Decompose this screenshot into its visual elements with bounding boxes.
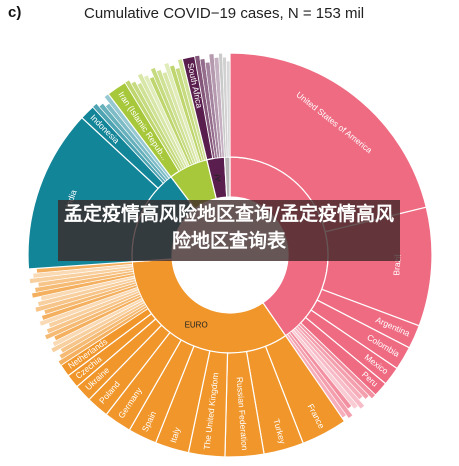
chart-title: Cumulative COVID−19 cases, N = 153 mil — [84, 5, 365, 22]
region-label: Af — [213, 173, 223, 183]
country-label: Italy — [168, 425, 182, 444]
panel-label: c) — [8, 4, 22, 21]
region-label: EURO — [185, 320, 208, 329]
overlay-banner-text: 孟定疫情高风险地区查询/孟定疫情高风险地区查询表 — [64, 203, 394, 252]
outer-slice-other-wpro — [226, 60, 231, 158]
country-label: Brazil — [391, 254, 402, 276]
outer-slice-united-states-of-america — [229, 52, 427, 233]
overlay-banner — [58, 200, 400, 261]
